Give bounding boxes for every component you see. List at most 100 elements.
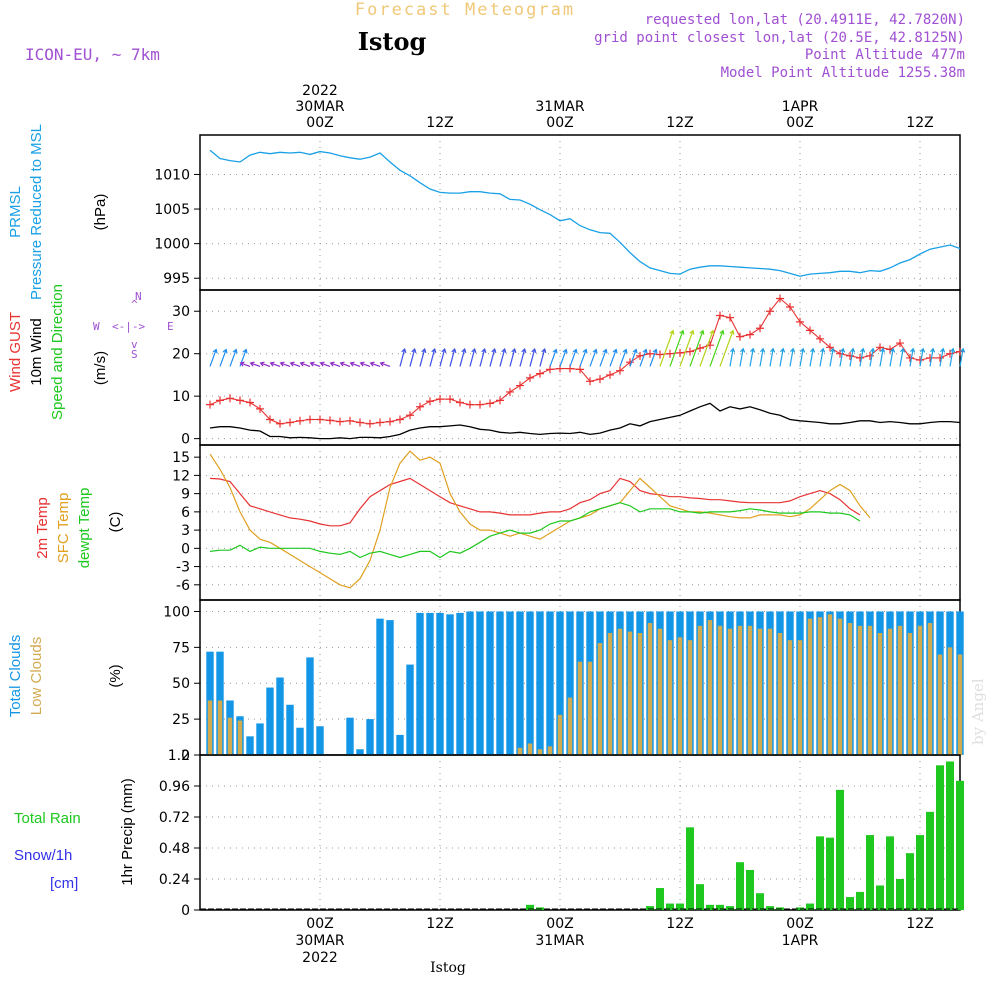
- wind-direction-arrow: [310, 362, 321, 368]
- low-cloud-bar: [917, 625, 923, 755]
- gust-marker: [256, 404, 264, 413]
- y-tick-label: 0.48: [159, 841, 190, 857]
- gust-marker: [736, 332, 744, 341]
- wind-direction-arrow: [499, 348, 506, 367]
- total-cloud-bar: [456, 612, 464, 755]
- wind-direction-head: [889, 347, 896, 353]
- wind-direction-arrow: [290, 362, 301, 368]
- top-time-label: 00Z: [546, 115, 573, 131]
- total-cloud-bar: [446, 614, 454, 755]
- wind-direction-head: [799, 347, 806, 353]
- low-cloud-bar: [717, 625, 723, 755]
- cloud-label-0: Total Clouds: [7, 635, 24, 718]
- wind-direction-head: [612, 348, 618, 354]
- wind-direction-arrow: [489, 348, 496, 367]
- wind-direction-arrow: [729, 348, 734, 367]
- wind-direction-head: [729, 329, 735, 335]
- gust-marker: [856, 353, 864, 362]
- wind-direction-head: [879, 347, 886, 353]
- wind-direction-arrow: [409, 348, 416, 367]
- gust-marker: [606, 370, 614, 379]
- wind-direction-arrow: [789, 348, 794, 367]
- wind-direction-arrow: [779, 348, 784, 367]
- top-time-label: 1APR: [782, 99, 819, 115]
- wind-direction-head: [582, 348, 588, 354]
- y-tick-label: 1000: [154, 237, 190, 253]
- wind-direction-head: [349, 361, 355, 367]
- gust-marker: [496, 396, 504, 405]
- low-cloud-bar: [927, 622, 933, 755]
- wind-direction-arrow: [629, 349, 637, 367]
- wind-direction-arrow: [899, 348, 904, 367]
- wind-direction-arrow: [559, 349, 567, 367]
- bottom-time-label: 2022: [302, 950, 338, 966]
- low-cloud-bar: [677, 637, 683, 755]
- total-cloud-bar: [566, 611, 574, 755]
- wind-direction-arrow: [229, 349, 237, 367]
- compass-e: E: [167, 320, 174, 333]
- wind-direction-arrow: [859, 348, 864, 367]
- compass-down: v: [131, 338, 138, 351]
- wind-direction-arrow: [679, 330, 694, 367]
- wind-direction-arrow: [419, 348, 426, 367]
- watermark: by Angel: [969, 678, 987, 745]
- rain-bar: [826, 837, 834, 910]
- gust-marker: [466, 400, 474, 409]
- gust-marker: [476, 400, 484, 409]
- wind-direction-head: [572, 348, 578, 354]
- wind-direction-arrow: [589, 349, 597, 367]
- top-time-label: 00Z: [306, 115, 333, 131]
- wind-direction-head: [709, 329, 715, 335]
- wind-direction-arrow: [219, 349, 227, 367]
- wind-direction-head: [719, 329, 725, 335]
- wind-direction-head: [491, 347, 497, 354]
- low-cloud-bar: [877, 633, 883, 755]
- wind-direction-arrow: [929, 348, 934, 367]
- wind-label-2: Speed and Direction: [49, 284, 66, 420]
- wind-direction-arrow: [449, 348, 456, 367]
- gust-marker: [446, 395, 454, 404]
- gust-marker: [726, 313, 734, 322]
- rain-bar: [746, 869, 754, 910]
- wind-direction-arrow: [869, 348, 874, 367]
- wind-direction-head: [269, 361, 275, 367]
- low-cloud-bar: [947, 647, 953, 755]
- low-cloud-bar: [957, 654, 963, 755]
- rain-bar: [846, 897, 854, 910]
- gust-marker: [936, 353, 944, 362]
- low-cloud-bar: [817, 617, 823, 755]
- wind-direction-arrow: [340, 362, 351, 368]
- low-cloud-bar: [857, 625, 863, 755]
- low-cloud-bar: [227, 717, 233, 755]
- gust-marker: [716, 311, 724, 320]
- gust-marker: [226, 394, 234, 403]
- total-cloud-bar: [346, 717, 354, 755]
- gust-marker: [206, 400, 214, 409]
- y-tick-label: 100: [163, 604, 190, 620]
- low-cloud-bar: [657, 628, 663, 755]
- wind-direction-head: [239, 361, 245, 367]
- gust-marker: [616, 366, 624, 375]
- total-cloud-bar: [466, 611, 474, 755]
- wind-direction-head: [899, 347, 906, 353]
- wind-direction-head: [759, 347, 766, 353]
- total-cloud-bar: [376, 618, 384, 755]
- requested-lonlat: requested lon,lat (20.4911E, 42.7820N): [645, 12, 965, 28]
- wind-direction-head: [401, 347, 407, 354]
- gust-marker: [926, 353, 934, 362]
- wind-direction-head: [521, 347, 527, 354]
- wind-direction-arrow: [919, 348, 924, 367]
- gust-marker: [486, 399, 494, 408]
- rain-bar: [816, 836, 824, 910]
- low-cloud-bar: [597, 643, 603, 755]
- panel-frame: [199, 134, 961, 291]
- total-cloud-bar: [246, 736, 254, 755]
- wind-direction-head: [689, 329, 695, 335]
- wind-direction-head: [909, 347, 916, 353]
- gust-marker: [406, 411, 414, 420]
- cloud-unit: (%): [107, 664, 124, 687]
- y-tick-label: 25: [172, 712, 190, 728]
- low-cloud-bar: [547, 746, 553, 755]
